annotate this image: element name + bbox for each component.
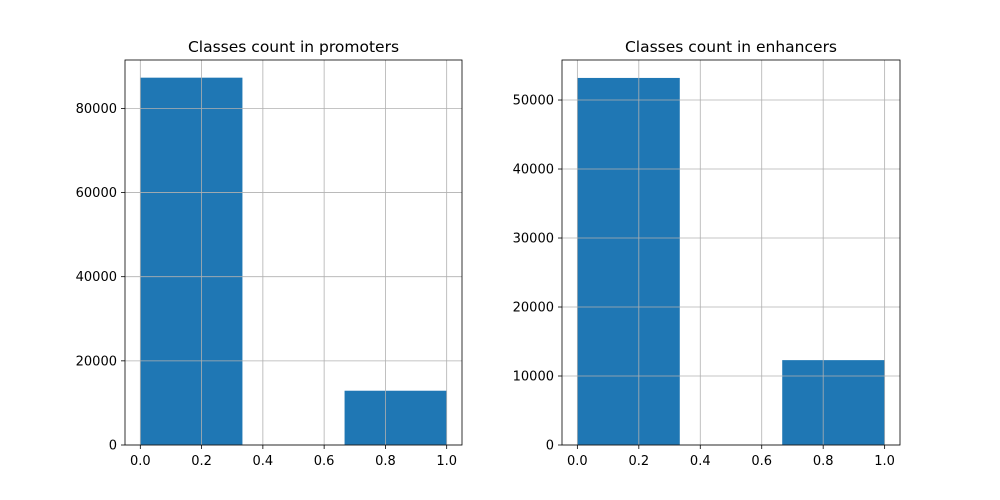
- x-tick-label: 0.4: [253, 454, 274, 469]
- x-tick-label: 0.6: [751, 454, 772, 469]
- x-tick-label: 0.6: [314, 454, 335, 469]
- chart-title: Classes count in promoters: [188, 38, 399, 56]
- x-tick-label: 0.8: [375, 454, 396, 469]
- histogram-bar: [140, 77, 243, 446]
- y-tick-label: 30000: [513, 232, 554, 247]
- y-tick-label: 20000: [76, 354, 117, 369]
- y-tick-label: 0: [546, 439, 554, 454]
- chart-title: Classes count in enhancers: [625, 38, 837, 56]
- histogram-bar: [577, 77, 680, 445]
- y-tick-label: 80000: [76, 102, 117, 117]
- x-tick-label: 0.4: [690, 454, 711, 469]
- y-tick-label: 40000: [76, 270, 117, 285]
- histogram-bar: [782, 360, 885, 445]
- subplot-promoters: Classes count in promoters 0.0 0.2 0.4 0.6 0…: [76, 38, 463, 469]
- x-tick-label: 0.2: [628, 454, 649, 469]
- subplot-enhancers: Classes count in enhancers 0.0 0.2 0.4 0.6 0…: [513, 38, 901, 469]
- y-tick-label: 50000: [513, 94, 554, 109]
- y-tick-label: 60000: [76, 186, 117, 201]
- y-tick-label: 20000: [513, 301, 554, 316]
- x-tick-label: 0.8: [813, 454, 834, 469]
- y-tick-label: 10000: [513, 370, 554, 385]
- y-tick-label: 0: [109, 439, 117, 454]
- x-tick-label: 1.0: [436, 454, 457, 469]
- x-tick-label: 0.0: [567, 454, 588, 469]
- axes-frame: [124, 59, 463, 446]
- y-tick-label: 40000: [513, 163, 554, 178]
- x-tick-label: 0.2: [191, 454, 212, 469]
- x-tick-label: 0.0: [130, 454, 151, 469]
- histogram-bar: [344, 390, 447, 445]
- axes-frame: [561, 59, 901, 446]
- x-tick-label: 1.0: [874, 454, 895, 469]
